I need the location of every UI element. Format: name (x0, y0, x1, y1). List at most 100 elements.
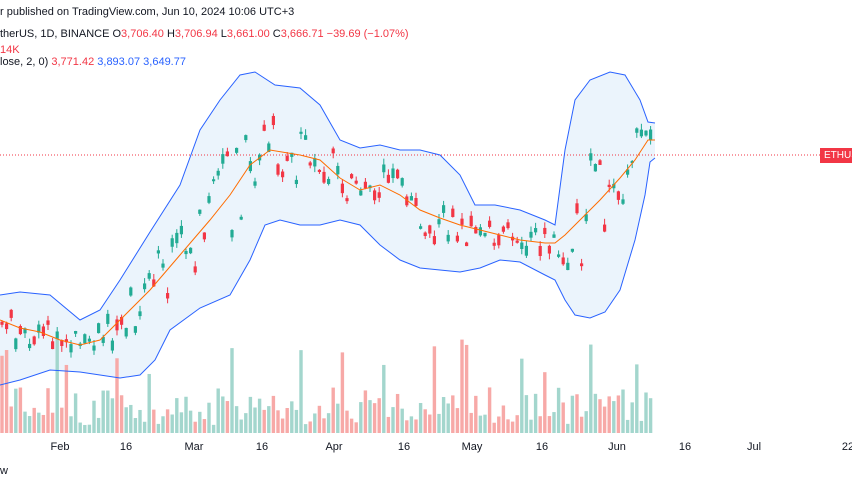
volume-bar (138, 409, 142, 433)
candle-body (97, 323, 101, 334)
x-tick-16-feb: 16 (119, 441, 133, 453)
volume-bar (14, 388, 18, 433)
volume-bar (184, 396, 188, 433)
candle-body (120, 316, 124, 325)
candle-body (55, 331, 59, 340)
bollinger-upper-line (0, 71, 656, 321)
candle-body (170, 238, 174, 247)
volume-bar (621, 389, 625, 433)
candle-body (557, 254, 561, 257)
volume-bar (331, 387, 335, 433)
candle-body (469, 215, 473, 227)
x-tick-jul: Jul (746, 441, 762, 453)
candle-body (189, 247, 193, 254)
volume-bar (37, 412, 41, 433)
volume-bar (648, 398, 653, 433)
candle-body (184, 250, 188, 255)
candle-body (506, 222, 510, 229)
candle-body (455, 235, 459, 242)
volume-bar (161, 416, 165, 433)
volume-bar (225, 401, 230, 433)
candle-body (83, 334, 87, 344)
candle-body (51, 341, 55, 350)
volume-bar (418, 402, 423, 433)
volume-bar (152, 409, 156, 433)
candle-body (630, 161, 634, 164)
candle-body (225, 151, 229, 157)
candle-body (331, 148, 335, 154)
volume-bar (602, 406, 607, 433)
volume-bar (119, 395, 124, 433)
candle-body (239, 216, 243, 220)
candle-body (428, 225, 432, 234)
bollinger-lower-line (0, 157, 656, 386)
candle-body (501, 226, 505, 232)
candle-body (60, 340, 64, 346)
volume-bar (165, 409, 170, 433)
candle-body (363, 181, 367, 189)
volume-bar (221, 396, 225, 433)
volume-bar (179, 412, 184, 433)
candle-body (133, 326, 137, 333)
candle-body (534, 228, 538, 233)
candle-body (299, 131, 303, 134)
volume-bar (644, 392, 648, 433)
candle-body (598, 160, 602, 165)
volume-bar (253, 407, 257, 433)
volume-bar (515, 415, 519, 433)
candle-body (161, 263, 165, 268)
volume-bar (9, 406, 13, 433)
candle-body (616, 191, 620, 200)
symbol-label: therUS, 1D, BINANCE (0, 28, 110, 40)
volume-bar (336, 403, 340, 433)
candle-body (524, 245, 528, 256)
volume-bar (547, 416, 552, 433)
bollinger-params: lose, 2, 0) (0, 56, 49, 68)
volume-bar (271, 395, 276, 433)
volume-bar (267, 406, 271, 433)
candle-body (423, 232, 427, 237)
high-value: 3,706.94 (174, 28, 218, 40)
volume-bar (552, 412, 556, 433)
volume-bar (216, 388, 220, 433)
candle-body (110, 340, 114, 351)
candle-body (64, 339, 68, 343)
volume-bar (142, 421, 147, 433)
volume-bar (524, 395, 529, 433)
candle-body (460, 218, 464, 225)
volume-bar (202, 419, 207, 433)
volume-bar (372, 403, 377, 433)
candle-body (529, 231, 533, 238)
volume-bar (55, 338, 59, 433)
x-tick-16-mar: 16 (255, 441, 269, 453)
candle-body (414, 198, 418, 206)
volume-bar (313, 413, 317, 433)
candle-body (248, 161, 252, 172)
candle-body (644, 130, 648, 136)
candle-body (340, 183, 344, 194)
volume-bar (441, 397, 446, 433)
candle-body (41, 326, 45, 336)
x-tick-jun: Jun (608, 441, 626, 453)
x-tick-16-jun: 16 (678, 441, 692, 453)
volume-bar (395, 393, 400, 433)
volume-bar (290, 401, 294, 433)
volume-bar (147, 373, 151, 433)
volume-bar (78, 422, 82, 433)
volume-bar (487, 387, 492, 433)
volume-bar (616, 395, 621, 433)
volume-bar (4, 350, 9, 433)
volume-bar (317, 405, 322, 433)
volume-bar (248, 396, 253, 433)
candle-body (294, 179, 298, 185)
volume-bar (607, 396, 611, 433)
candle-body (37, 324, 41, 333)
candle-body (9, 309, 13, 318)
volume-bar (612, 401, 616, 433)
candle-body (230, 230, 234, 238)
candle-body (368, 185, 372, 189)
candle-body (400, 178, 404, 186)
candle-body (32, 336, 36, 345)
volume-bar (340, 352, 345, 433)
